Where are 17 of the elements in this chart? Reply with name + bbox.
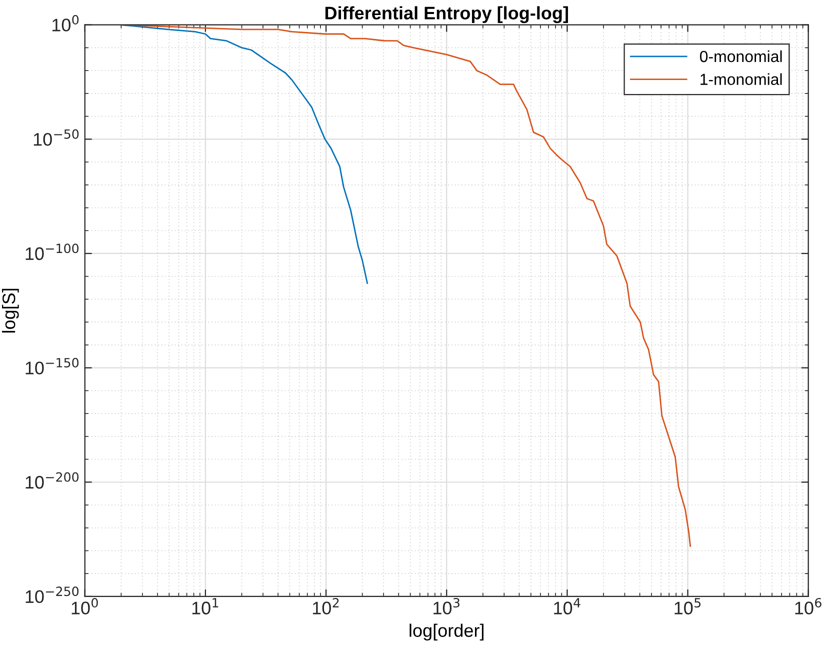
x-tick-label: 10$^{6}$ xyxy=(795,598,822,614)
legend-label: 0-monomial xyxy=(700,50,782,62)
y-axis-title: log[S] xyxy=(2,288,19,333)
x-tick-label: 10$^{1}$ xyxy=(192,598,218,614)
x-tick-label: 10$^{4}$ xyxy=(554,598,580,614)
y-tick-label: 10$^{−150}$ xyxy=(26,358,79,374)
x-tick-label: 10$^{0}$ xyxy=(72,598,98,614)
legend-label: 1-monomial xyxy=(700,73,782,86)
x-tick-label: 10$^{5}$ xyxy=(674,598,701,614)
y-tick-label: 10$^{0}$ xyxy=(52,14,79,32)
x-tick-label: 10$^{2}$ xyxy=(312,598,339,614)
y-tick-label: 10$^{−100}$ xyxy=(26,244,79,260)
y-tick-label: 10$^{−50}$ xyxy=(34,129,79,146)
x-tick-label: 10$^{3}$ xyxy=(434,598,460,614)
chart-title: Differential Entropy [log-log] xyxy=(325,6,568,24)
x-axis-title: log[order] xyxy=(410,624,484,641)
y-tick-label: 10$^{−200}$ xyxy=(26,472,79,489)
